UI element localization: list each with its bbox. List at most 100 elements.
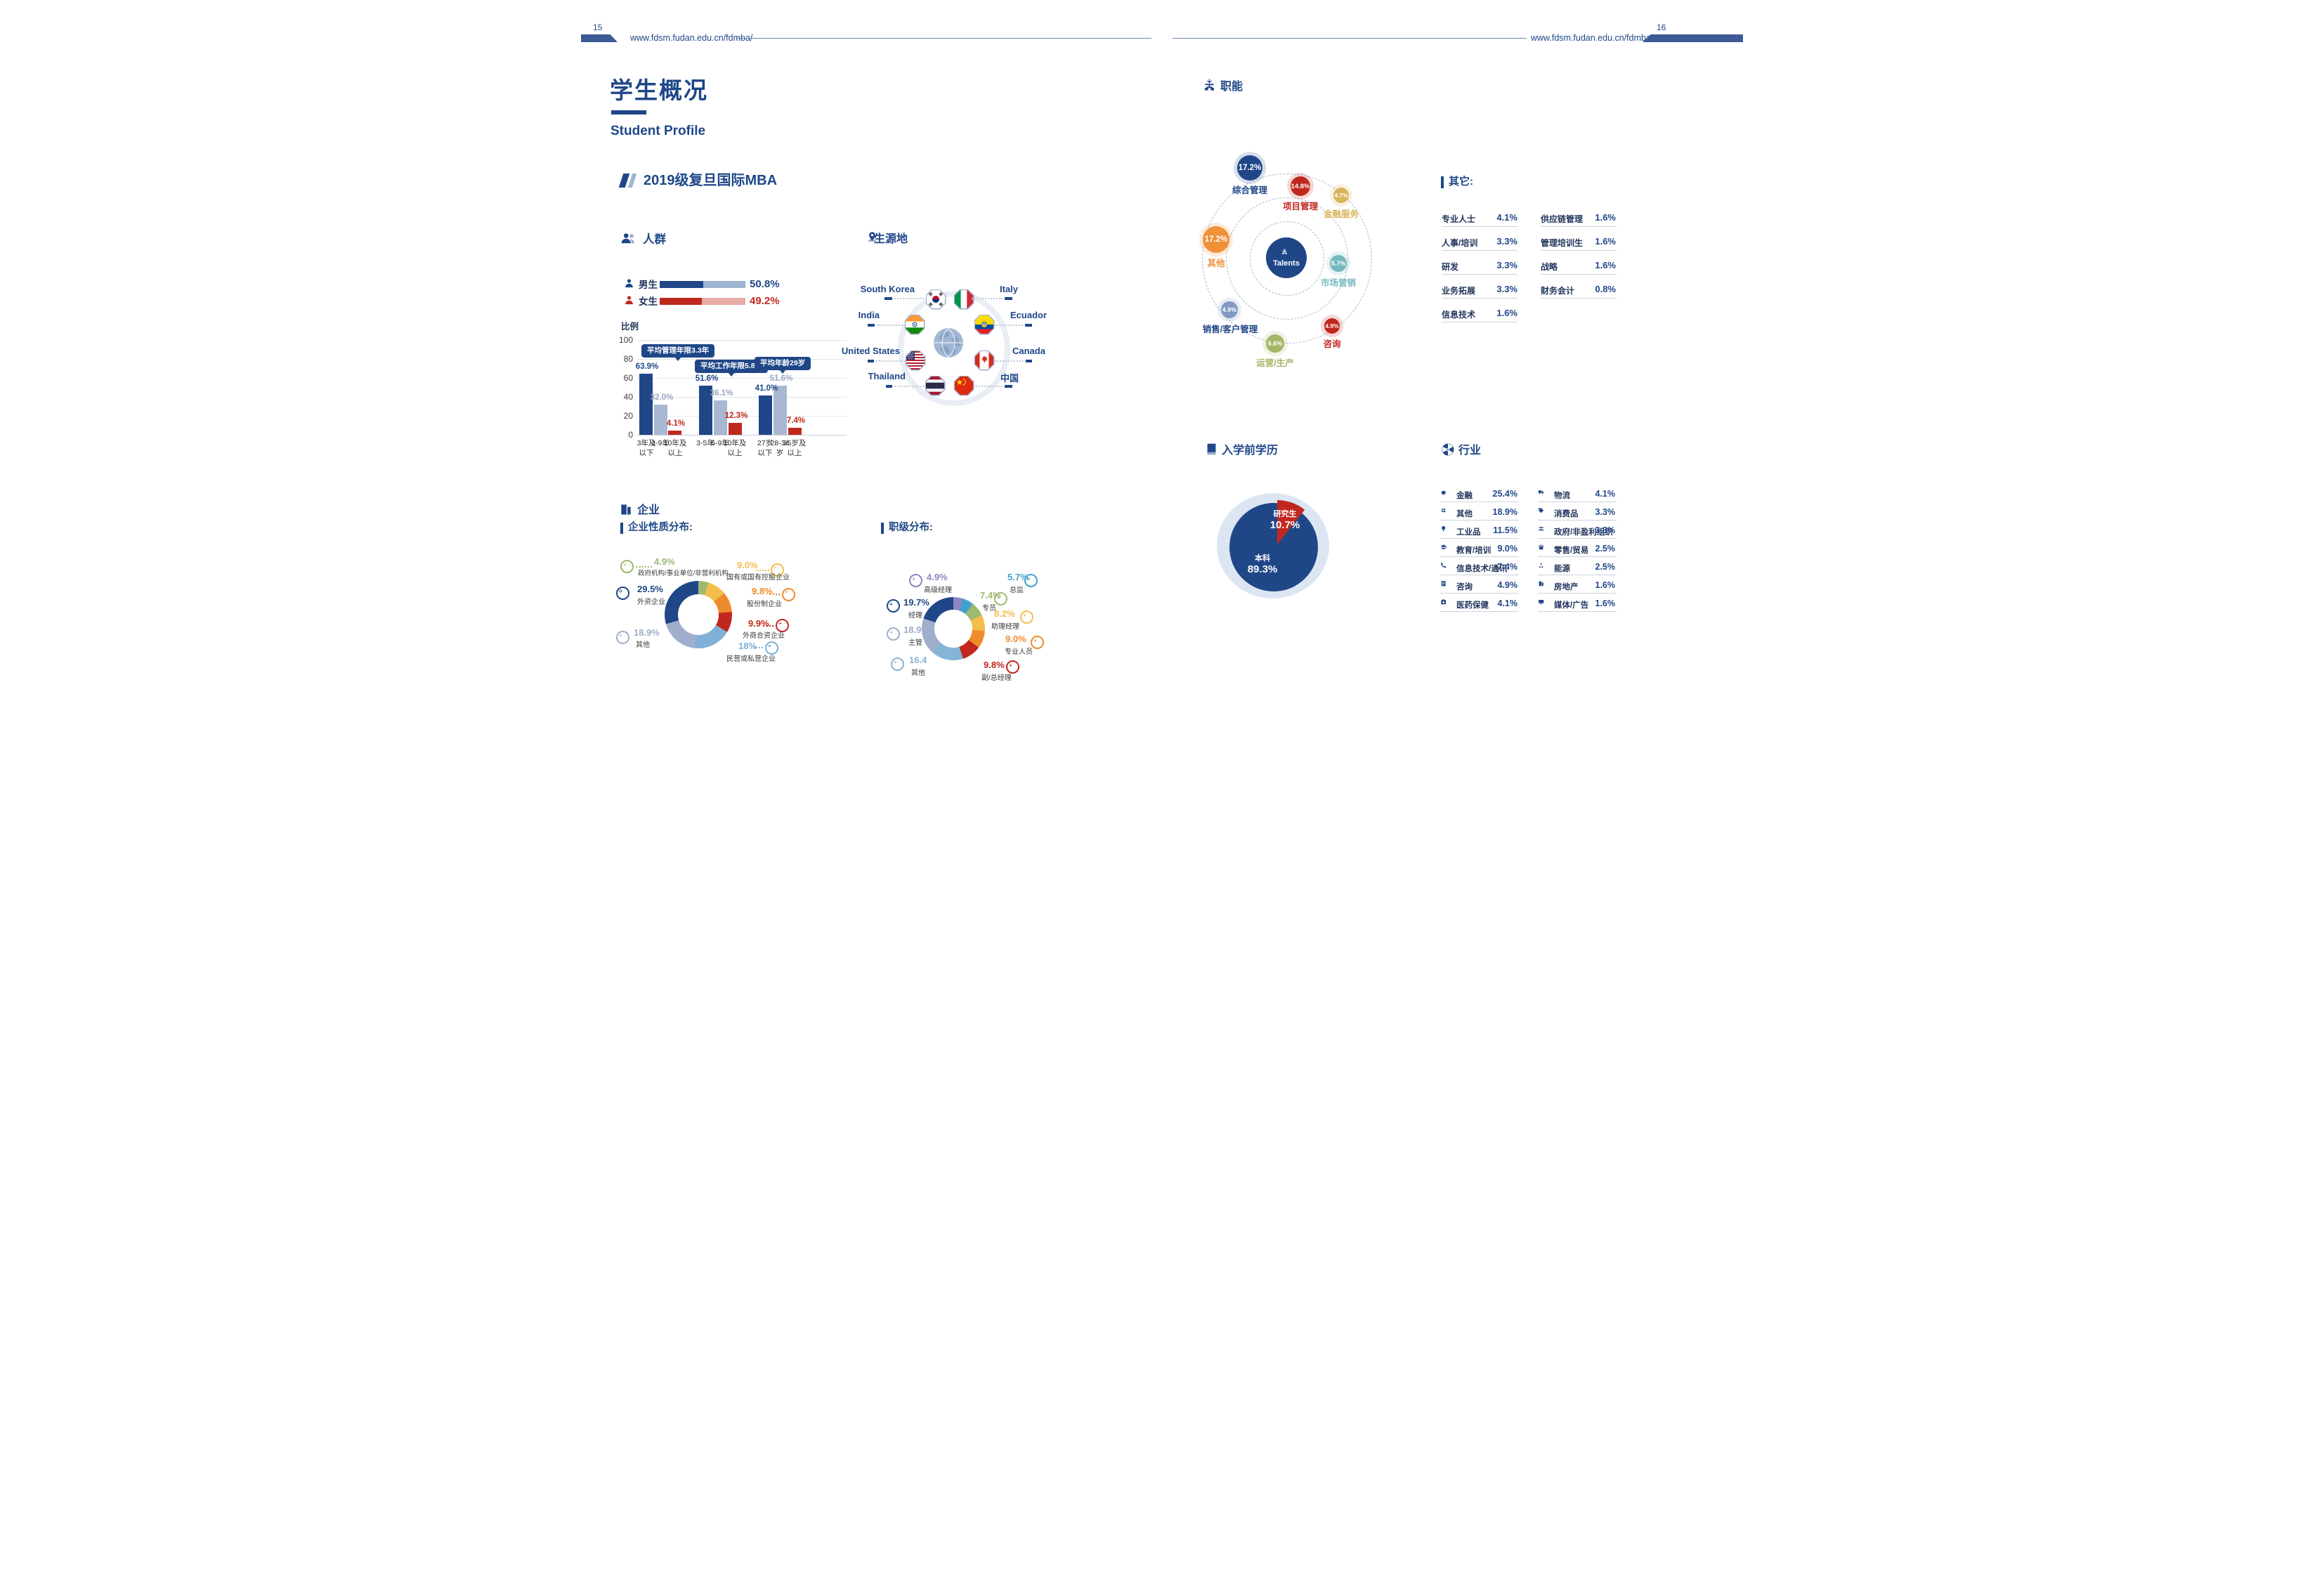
bar-xlabel: 3-5年 xyxy=(696,439,714,447)
annotation-age: 平均年龄29岁 xyxy=(755,357,811,374)
bubble-value: 4.7% xyxy=(1334,192,1348,199)
left-header-ribbon xyxy=(581,34,618,42)
functions-org-icon xyxy=(1202,78,1217,93)
label-dash xyxy=(868,360,874,362)
bubble-label: 其他 xyxy=(1207,259,1225,268)
director-icon xyxy=(1024,574,1038,587)
industry-value: 3.3% xyxy=(1595,507,1616,517)
industry-name: 咨询 xyxy=(1456,583,1473,591)
industrial-icon xyxy=(1440,525,1451,536)
connector-line xyxy=(894,298,927,299)
slash-icon-light xyxy=(627,174,637,188)
left-page-number: 15 xyxy=(593,22,603,32)
bar-work-high xyxy=(728,423,742,435)
rank-name: 经理 xyxy=(908,612,922,620)
page-title: 学生概况 xyxy=(610,77,708,103)
ytick-100: 100 xyxy=(618,335,633,345)
others-name: 研发 xyxy=(1442,262,1459,272)
row-divider xyxy=(1440,538,1519,539)
country-label-united-states: United States xyxy=(841,346,900,356)
industry-value: 25.4% xyxy=(1492,489,1517,499)
nature-name: 股份制企业 xyxy=(747,601,782,608)
bubble-consulting: 4.9% xyxy=(1324,318,1340,334)
others-value: 1.6% xyxy=(1595,212,1616,223)
bar-chart-ylabel: 比例 xyxy=(621,322,639,332)
manager-icon xyxy=(887,599,900,613)
connector-line xyxy=(876,360,906,362)
rank-name: 副/总经理 xyxy=(981,674,1012,682)
bubble-value: 4.9% xyxy=(1222,306,1237,313)
row-divider xyxy=(1440,593,1519,594)
donut-hole xyxy=(678,594,719,635)
gridline xyxy=(637,397,847,398)
nature-value: 9.9% xyxy=(748,618,769,629)
others-name: 人事/培训 xyxy=(1442,238,1478,248)
bubble-project-mgmt: 14.8% xyxy=(1291,176,1310,196)
joint-venture-icon xyxy=(776,619,789,632)
bubble-label: 销售/客户管理 xyxy=(1202,325,1258,334)
leader-line xyxy=(763,625,773,627)
page-subtitle: Student Profile xyxy=(611,124,706,138)
ytick-80: 80 xyxy=(623,354,633,364)
row-divider xyxy=(1538,556,1617,557)
bar-work-mid xyxy=(713,400,727,435)
others-value: 4.1% xyxy=(1496,212,1517,223)
leader-line xyxy=(757,570,769,571)
rank-name: 专业人员 xyxy=(1005,648,1033,656)
row-divider xyxy=(1541,226,1617,227)
other-industry-icon xyxy=(1440,507,1451,518)
industry-value: 2.5% xyxy=(1595,562,1616,572)
bubble-general-mgmt: 17.2% xyxy=(1237,155,1262,181)
bar-xlabel: 3年及 以下 xyxy=(637,439,656,457)
education-book-icon xyxy=(1205,443,1218,456)
nature-value: 4.9% xyxy=(654,556,675,567)
media-ad-icon xyxy=(1538,598,1548,609)
industry-value: 7.4% xyxy=(1497,562,1518,572)
ytick-0: 0 xyxy=(628,430,633,440)
bar-mgmt-low xyxy=(639,374,653,435)
bubble-value: 4.9% xyxy=(1325,322,1339,329)
male-label: 男生 xyxy=(639,280,658,290)
male-value: 50.8% xyxy=(750,278,780,290)
industry-name: 教育/培训 xyxy=(1456,547,1491,555)
supervisor-icon xyxy=(887,627,900,641)
logistics-icon xyxy=(1538,489,1548,499)
annotation-mgmt: 平均管理年限3.3年 xyxy=(641,344,715,361)
bar-value: 7.4% xyxy=(786,417,806,425)
country-label-canada: Canada xyxy=(1012,346,1045,356)
industry-name: 能源 xyxy=(1554,565,1570,573)
globe-illustration xyxy=(934,328,963,358)
talents-center: Talents xyxy=(1266,237,1307,278)
rank-value: 7.4% xyxy=(980,590,1001,601)
industry-name: 信息技术/通讯 xyxy=(1456,565,1508,573)
nature-value: 18% xyxy=(738,641,757,651)
industry-name: 零售/贸易 xyxy=(1554,547,1589,555)
bubble-label: 市场营销 xyxy=(1320,278,1356,288)
flag-south-korea-badge xyxy=(925,289,946,310)
industry-name: 医药保健 xyxy=(1456,601,1489,610)
brochure-spread: 15 www.fdsm.fudan.edu.cn/fdmba/ www.fdsm… xyxy=(581,0,1743,788)
talents-label: Talents xyxy=(1273,259,1300,268)
male-bar xyxy=(660,281,745,288)
bar-work-low xyxy=(698,386,712,435)
others-name: 业务拓展 xyxy=(1442,286,1476,296)
bar-xlabel: 4-9年 xyxy=(651,439,670,447)
nature-name: 外资企业 xyxy=(637,598,665,606)
gridline xyxy=(637,359,847,360)
flag-canada-badge xyxy=(974,350,995,371)
flag-thailand-badge xyxy=(925,375,946,396)
pie-label-bachelor: 本科 xyxy=(1255,554,1270,563)
bubble-value: 17.2% xyxy=(1238,164,1262,172)
bar-age-high xyxy=(788,428,802,435)
consulting-icon xyxy=(1440,580,1451,591)
bubble-value: 6.6% xyxy=(1267,340,1283,347)
gridline xyxy=(637,340,847,341)
bubble-sales: 4.9% xyxy=(1221,301,1238,318)
industry-fan-icon xyxy=(1441,443,1455,457)
south-korea-flag-icon xyxy=(927,290,945,308)
connector-line xyxy=(894,386,925,387)
assistant-manager-icon xyxy=(1020,610,1033,624)
rank-value: 16.4 xyxy=(909,655,927,665)
professional-icon xyxy=(1031,636,1044,649)
government-icon xyxy=(620,560,634,573)
